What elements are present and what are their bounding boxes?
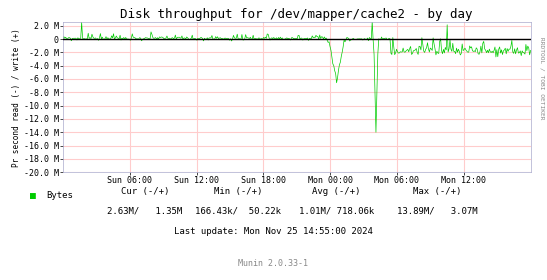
Text: Max (-/+): Max (-/+) <box>414 187 462 196</box>
Text: 2.63M/   1.35M: 2.63M/ 1.35M <box>107 207 183 216</box>
Text: Munin 2.0.33-1: Munin 2.0.33-1 <box>238 259 309 268</box>
Text: Avg (-/+): Avg (-/+) <box>312 187 360 196</box>
Title: Disk throughput for /dev/mapper/cache2 - by day: Disk throughput for /dev/mapper/cache2 -… <box>120 8 473 21</box>
Text: Cur (-/+): Cur (-/+) <box>121 187 169 196</box>
Text: RRDTOOL / TOBI OETIKER: RRDTOOL / TOBI OETIKER <box>539 37 544 120</box>
Text: 1.01M/ 718.06k: 1.01M/ 718.06k <box>299 207 374 216</box>
Text: ■: ■ <box>30 191 36 201</box>
Text: Bytes: Bytes <box>46 192 73 200</box>
Y-axis label: Pr second read (-) / write (+): Pr second read (-) / write (+) <box>12 28 21 167</box>
Text: 13.89M/   3.07M: 13.89M/ 3.07M <box>397 207 478 216</box>
Text: Min (-/+): Min (-/+) <box>214 187 262 196</box>
Text: 166.43k/  50.22k: 166.43k/ 50.22k <box>195 207 281 216</box>
Text: Last update: Mon Nov 25 14:55:00 2024: Last update: Mon Nov 25 14:55:00 2024 <box>174 227 373 235</box>
